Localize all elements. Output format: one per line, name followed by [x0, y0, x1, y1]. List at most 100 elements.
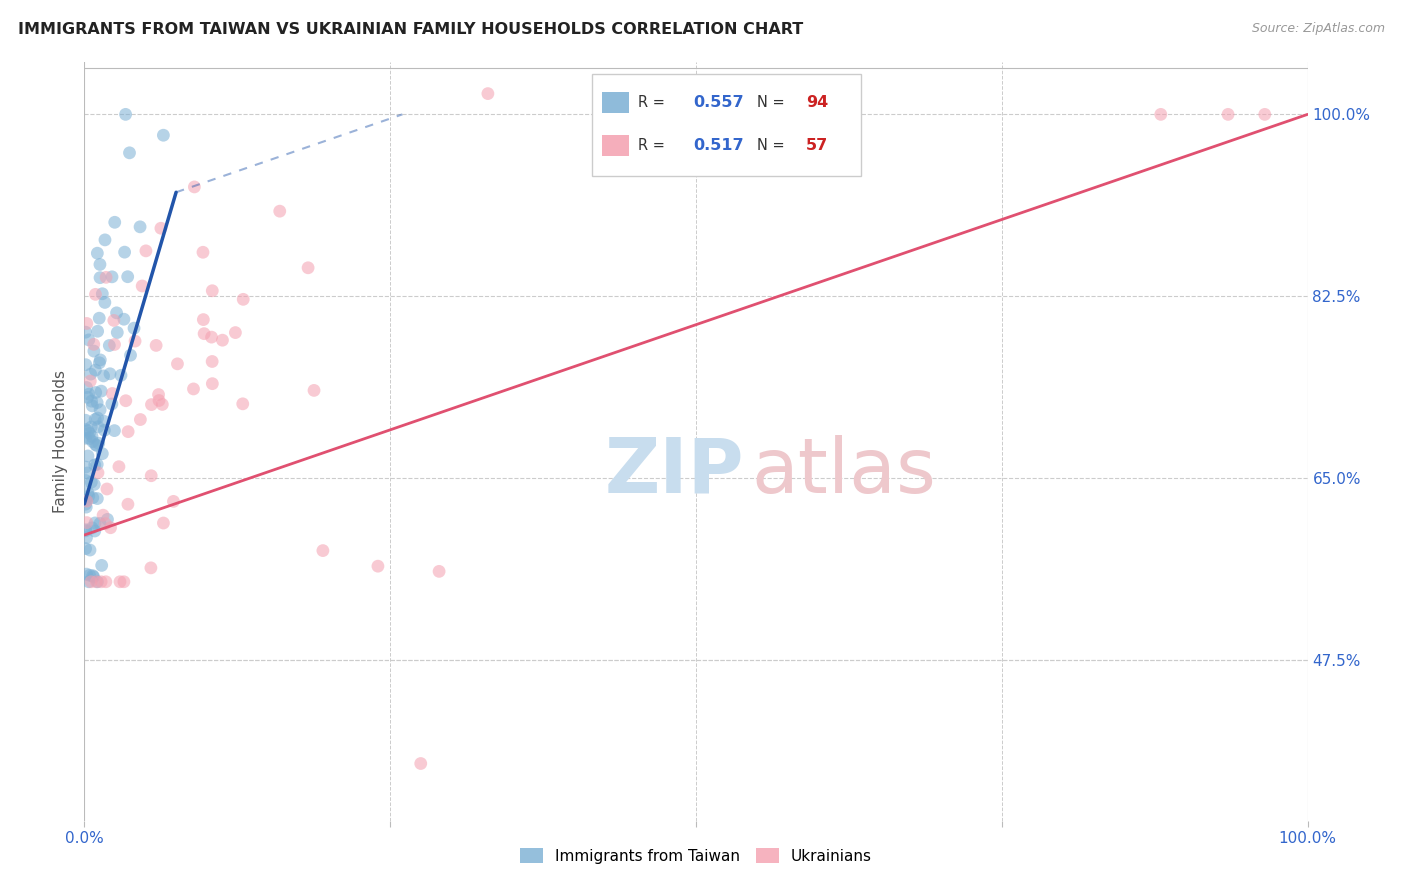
Point: [101, 386, 124, 401]
Point: [76, 516, 98, 530]
Point: [110, 368, 132, 383]
Point: [129, 219, 152, 234]
Point: [211, 333, 233, 347]
Point: [75, 497, 97, 511]
Point: [93, 414, 115, 428]
Text: IMMIGRANTS FROM TAIWAN VS UKRAINIAN FAMILY HOUSEHOLDS CORRELATION CHART: IMMIGRANTS FROM TAIWAN VS UKRAINIAN FAMI…: [18, 22, 803, 37]
Point: [117, 425, 139, 439]
Point: [93, 423, 115, 437]
Point: [77, 449, 100, 463]
Point: [149, 221, 172, 235]
Point: [477, 87, 499, 101]
Point: [103, 424, 125, 438]
Point: [141, 398, 163, 412]
Point: [120, 348, 142, 362]
Point: [84, 412, 107, 426]
Point: [131, 279, 153, 293]
Text: R =: R =: [638, 95, 671, 110]
Point: [302, 384, 325, 398]
Point: [75, 493, 97, 508]
Point: [83, 337, 105, 351]
Point: [89, 257, 111, 271]
Point: [75, 460, 97, 475]
Point: [90, 558, 112, 573]
Point: [79, 568, 101, 582]
Point: [79, 543, 101, 558]
Point: [89, 402, 111, 417]
Point: [80, 429, 103, 443]
Point: [84, 385, 107, 400]
Point: [112, 574, 135, 589]
Point: [84, 287, 107, 301]
Point: [76, 494, 98, 508]
Point: [183, 382, 205, 396]
Bar: [602, 136, 628, 156]
Point: [145, 338, 167, 352]
Point: [148, 387, 170, 401]
Point: [82, 491, 104, 505]
Point: [103, 313, 125, 327]
Point: [76, 380, 98, 394]
Point: [82, 434, 104, 449]
Point: [86, 246, 108, 260]
Point: [201, 376, 224, 391]
Text: N =: N =: [758, 138, 789, 153]
Point: [76, 390, 98, 404]
Point: [135, 244, 157, 258]
Point: [75, 325, 97, 339]
Point: [76, 485, 98, 500]
Point: [83, 344, 105, 359]
Text: N =: N =: [758, 95, 789, 110]
Point: [83, 570, 105, 584]
Point: [89, 311, 111, 326]
Point: [112, 312, 135, 326]
Point: [166, 357, 188, 371]
Point: [101, 269, 124, 284]
Point: [75, 541, 97, 556]
Point: [80, 420, 103, 434]
Point: [84, 516, 107, 530]
Y-axis label: Family Households: Family Households: [53, 370, 69, 513]
Point: [117, 269, 139, 284]
Point: [409, 756, 432, 771]
Point: [193, 312, 215, 326]
Point: [201, 354, 224, 368]
Point: [108, 574, 131, 589]
Point: [141, 468, 163, 483]
Point: [86, 395, 108, 409]
Point: [77, 574, 100, 589]
Bar: [602, 92, 628, 113]
Point: [76, 466, 98, 480]
Point: [367, 559, 389, 574]
Point: [91, 508, 114, 523]
Point: [94, 574, 117, 589]
Point: [183, 180, 205, 194]
Point: [79, 432, 101, 446]
Point: [75, 431, 97, 445]
Point: [104, 215, 127, 229]
Point: [312, 543, 335, 558]
Point: [86, 574, 108, 589]
Point: [87, 420, 110, 434]
Point: [79, 426, 101, 441]
Point: [91, 286, 114, 301]
Point: [1150, 107, 1173, 121]
Point: [1216, 107, 1239, 121]
Point: [83, 477, 105, 491]
Point: [148, 393, 170, 408]
Point: [80, 574, 103, 589]
Point: [80, 521, 103, 535]
Point: [76, 531, 98, 545]
Point: [96, 512, 118, 526]
Point: [224, 326, 246, 340]
Point: [118, 145, 141, 160]
Point: [77, 333, 100, 347]
Point: [87, 466, 110, 480]
Point: [84, 363, 107, 377]
Point: [201, 284, 224, 298]
Point: [122, 321, 145, 335]
Point: [84, 437, 107, 451]
Point: [232, 293, 254, 307]
Point: [114, 245, 136, 260]
Point: [124, 334, 146, 348]
